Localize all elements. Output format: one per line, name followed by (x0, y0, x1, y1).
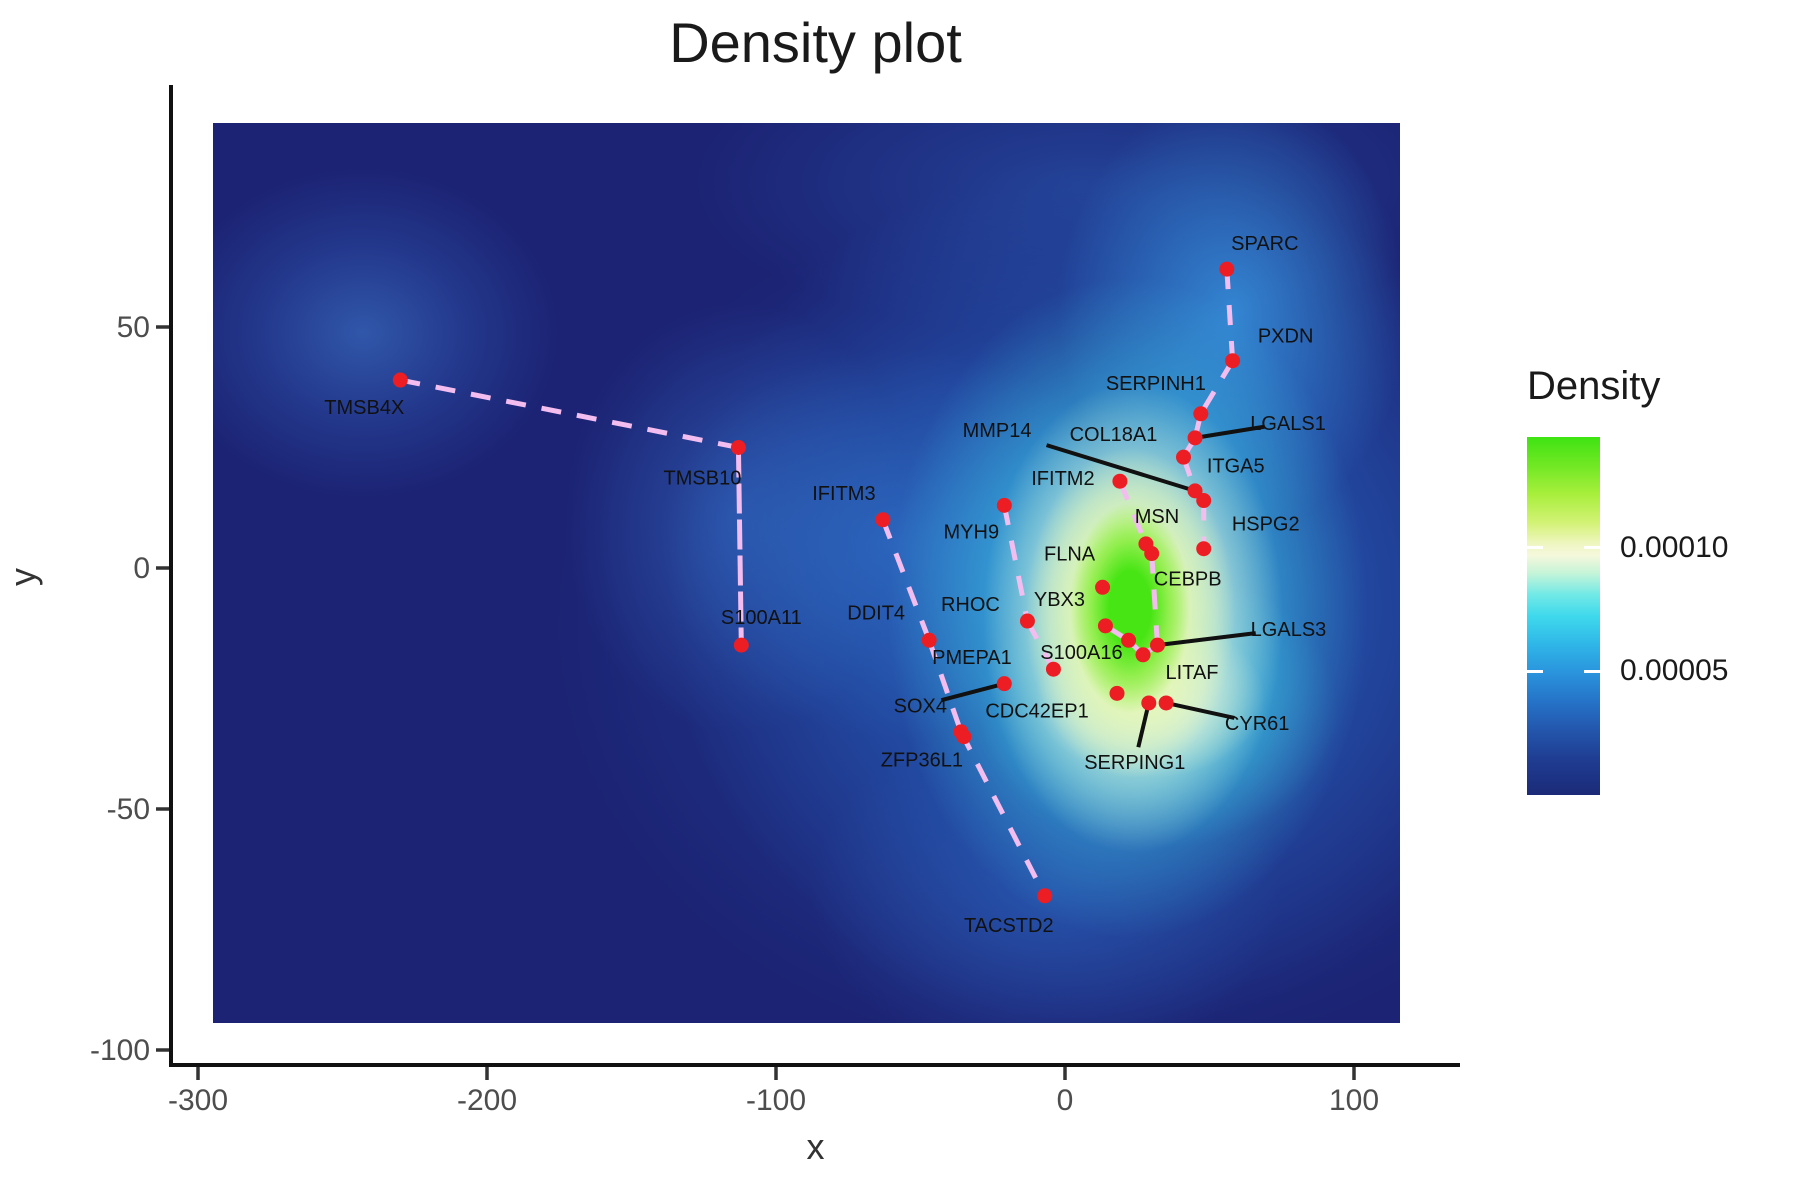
legend-tick-mark (1527, 669, 1543, 673)
density-raster (213, 123, 1400, 1023)
legend: Density 0.00010 0.00005 (1527, 352, 1797, 822)
x-tick-label: -100 (746, 1084, 806, 1117)
x-tick-label: 100 (1329, 1084, 1379, 1117)
x-tick-label: 0 (1057, 1084, 1074, 1117)
legend-title: Density (1527, 364, 1661, 408)
legend-tick-mark (1584, 669, 1600, 673)
chart-title: Density plot (669, 11, 962, 74)
legend-colorbar (1527, 437, 1600, 795)
x-axis-title: x (806, 1126, 825, 1167)
y-tick-label: -50 (107, 793, 150, 826)
legend-tick-label: 0.00005 (1620, 654, 1729, 688)
y-axis-title: y (2, 568, 43, 586)
y-tick-label: 0 (133, 552, 150, 585)
y-tick-label: -100 (90, 1034, 150, 1067)
x-tick-label: -300 (168, 1084, 228, 1117)
y-tick-label: 50 (117, 311, 150, 344)
legend-tick-mark (1527, 546, 1543, 550)
x-tick-label: -200 (457, 1084, 517, 1117)
legend-tick-mark (1584, 546, 1600, 550)
legend-tick-label: 0.00010 (1620, 530, 1729, 564)
